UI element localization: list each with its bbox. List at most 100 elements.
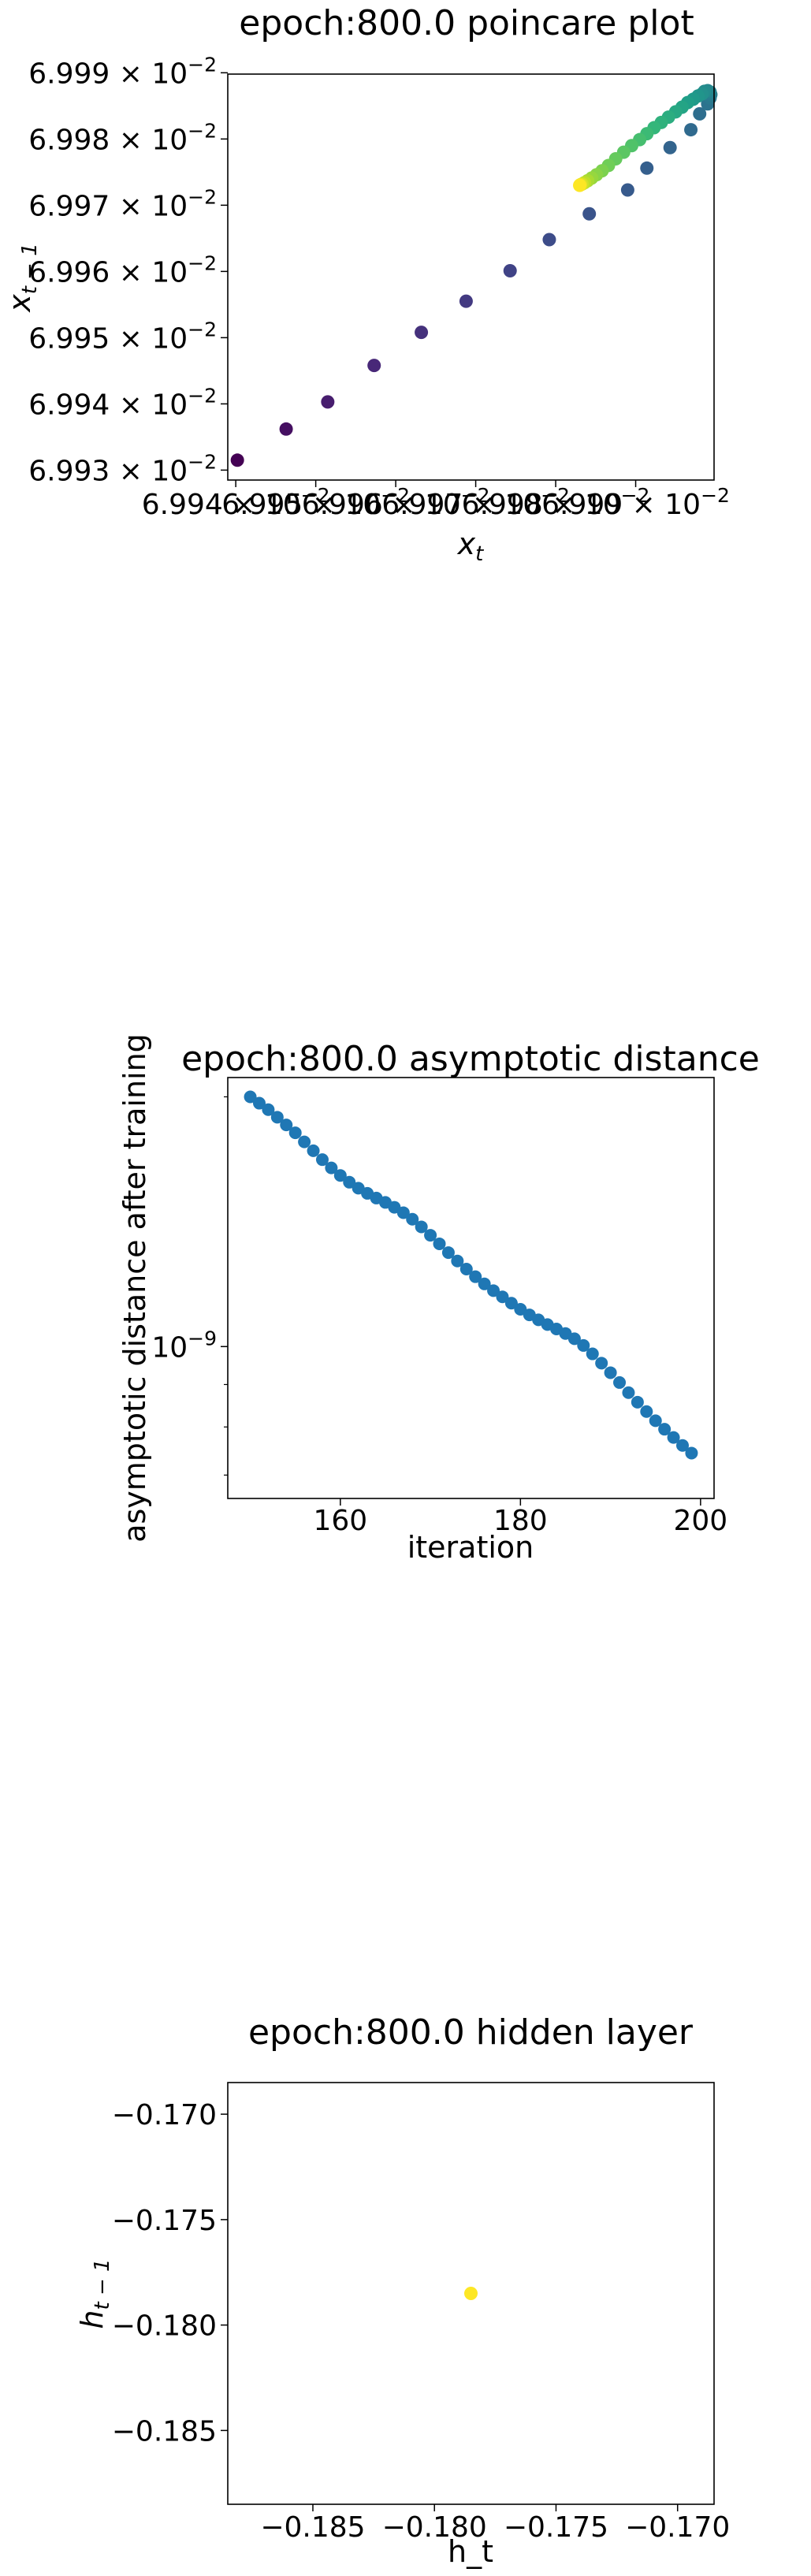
scatter-point [415,1220,428,1234]
asymptotic-distance-ticks: 160 180 200 10−9 [151,1096,727,1537]
x-tick-label: −0.170 [625,2511,730,2544]
tick-label-exponent: −2 [461,484,490,507]
scatter-point [676,1439,690,1452]
hidden-layer-ylabel: ht − 1 [75,2258,114,2328]
poincare-plot-ylabel-sub: t − 1 [18,243,42,294]
tick-label-exponent: −2 [188,318,217,341]
tick-label-mantissa: 6.996 × 10 [302,489,461,521]
hidden-layer-frame [227,2082,715,2505]
tick-label-mantissa: 6.998 × 10 [462,489,621,521]
poincare-plot-ylabel: xt − 1 [2,243,42,313]
scatter-point [604,1366,617,1379]
scatter-point [684,123,698,137]
poincare-plot-panel: epoch:800.0 poincare plot 6.994 × 10−26.… [2,3,730,566]
scatter-point [307,1144,320,1157]
x-tick-label: 180 [493,1505,548,1537]
tick-label-exponent: −2 [701,484,730,507]
scatter-point [343,1175,356,1189]
poincare-plot-title: epoch:800.0 poincare plot [239,3,694,43]
scatter-point [262,1103,275,1116]
hidden-layer-ticks: −0.185 −0.180 −0.175 −0.170 −0.185 −0.180 −0.1… [112,2099,731,2544]
scatter-point [586,1347,599,1361]
tick-label-mantissa: 10 [151,1331,188,1364]
tick-label-mantissa: 6.994 × 10 [28,389,188,421]
scatter-point [279,422,293,436]
scatter-point [595,1357,608,1370]
x-tick-label: 6.998 × 10−2 [462,484,650,521]
tick-label-exponent: −2 [381,484,410,507]
tick-label-mantissa: 6.997 × 10 [381,489,541,521]
y-tick-label: −0.175 [112,2205,217,2237]
tick-label-exponent: −2 [188,450,217,473]
scatter-point [244,1090,257,1104]
scatter-point [663,140,677,154]
x-tick-label: −0.175 [504,2511,608,2544]
scatter-point [640,1405,653,1418]
tick-label-mantissa: 6.999 × 10 [28,58,188,90]
scatter-point [582,207,597,221]
tick-label-exponent: −2 [621,484,650,507]
tick-label-mantissa: 6.997 × 10 [28,190,188,222]
hidden-layer-ylabel-sub: t − 1 [91,2258,114,2310]
asymptotic-distance-ylabel: asymptotic distance after training [117,1033,152,1543]
poincare-plot-xlabel: xt [457,527,485,566]
poincare-plot-ticks: 6.994 × 10−26.995 × 10−26.996 × 10−26.99… [28,53,730,521]
tick-label-exponent: −2 [188,384,217,407]
scatter-point [464,2287,478,2300]
scatter-point [230,453,244,467]
scatter-point [433,1237,446,1250]
scatter-point [577,1338,590,1352]
scatter-point [252,1096,266,1110]
scatter-point [406,1212,419,1226]
scatter-point [469,1270,482,1283]
hidden-layer-points [464,2287,478,2300]
scatter-point [333,1169,347,1182]
scatter-point [496,1290,509,1304]
tick-label-exponent: −2 [188,53,217,76]
y-tick-label: 6.996 × 10−2 [28,251,217,288]
tick-label-mantissa: 6.998 × 10 [28,124,188,156]
scatter-point [325,1161,338,1174]
scatter-point [504,1297,518,1310]
poincare-plot-frame [227,73,715,481]
scatter-point [270,1111,284,1124]
hidden-layer-ylabel-base: h [75,2310,110,2328]
tick-label-mantissa: 6.993 × 10 [28,455,188,487]
scatter-point [631,1395,644,1409]
x-tick-label: 6.994 × 10−2 [142,484,330,521]
x-tick-label: −0.185 [260,2511,365,2544]
asymptotic-distance-frame [227,1077,715,1499]
scatter-point [415,326,429,340]
tick-label-mantissa: 6.999 × 10 [541,489,701,521]
asymptotic-distance-title: epoch:800.0 asymptotic distance [181,1039,760,1079]
scatter-point [424,1229,437,1242]
scatter-point [315,1153,329,1167]
y-tick-label: 6.998 × 10−2 [28,119,217,156]
scatter-point [451,1254,464,1268]
tick-label-mantissa: 6.995 × 10 [28,322,188,355]
scatter-point [567,1332,581,1346]
tick-label-exponent: −2 [188,251,217,274]
y-tick-label: 6.999 × 10−2 [28,53,217,90]
scatter-point [503,264,517,278]
tick-label-exponent: −2 [188,185,217,208]
x-tick-label: 6.997 × 10−2 [381,484,570,521]
x-tick-label: 200 [674,1505,728,1537]
x-tick-label: 6.999 × 10−2 [541,484,730,521]
hidden-layer-xlabel: h_t [448,2534,493,2569]
scatter-point [542,233,556,247]
x-tick-label: 6.995 × 10−2 [221,484,410,521]
hidden-layer-panel: epoch:800.0 hidden layer −0.185 −0.180 −0.… [75,2012,730,2569]
poincare-plot-points [230,84,718,467]
scatter-point [514,1303,527,1316]
y-tick-label: 6.994 × 10−2 [28,384,217,421]
asymptotic-distance-points [244,1090,698,1460]
y-tick-label: −0.170 [112,2099,217,2131]
scatter-point [396,1206,410,1219]
scatter-point [487,1284,500,1297]
scatter-point [280,1119,293,1132]
scatter-point [321,395,335,409]
tick-label-exponent: −9 [188,1327,217,1349]
tick-label-mantissa: 6.996 × 10 [28,256,188,288]
scatter-point [478,1277,491,1290]
